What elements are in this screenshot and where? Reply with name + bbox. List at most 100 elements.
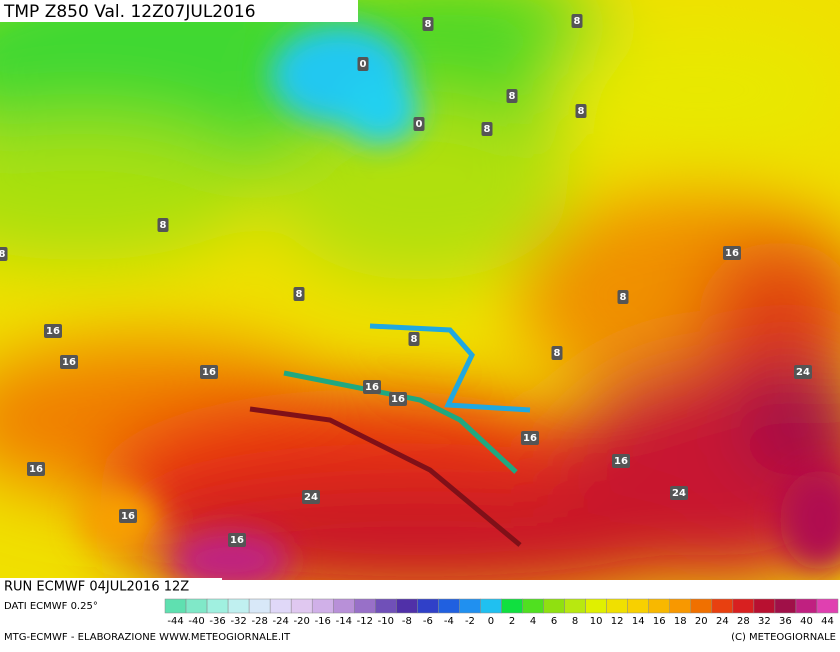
color-swatch: [333, 598, 355, 614]
color-swatch: [269, 598, 292, 614]
isoline-label: 8: [296, 289, 303, 300]
scale-label: 24: [716, 616, 729, 627]
isoline-label-box: [794, 365, 812, 379]
scale-label: -36: [209, 616, 225, 627]
isoline-label: 16: [725, 248, 739, 259]
isoline-label-box: [44, 324, 62, 338]
color-swatch: [206, 598, 229, 614]
scale-label: 40: [800, 616, 813, 627]
scale-label: 44: [821, 616, 834, 627]
isoline-label: 16: [614, 456, 628, 467]
color-swatch: [732, 598, 755, 614]
isoline-label-box: [413, 117, 425, 131]
scale-label: -2: [465, 616, 475, 627]
isoline-label-box: [521, 431, 539, 445]
isoline-label-box: [422, 17, 434, 31]
color-swatch: [543, 598, 565, 614]
scale-label: -24: [273, 616, 289, 627]
scale-label: -12: [357, 616, 373, 627]
isoline-label-box: [408, 332, 420, 346]
isoline-label-box: [575, 104, 587, 118]
color-swatch: [564, 598, 586, 614]
isoline-label-box: [481, 122, 493, 136]
isoline-label-box: [670, 486, 688, 500]
isoline-label-box: [293, 287, 305, 301]
scale-label: -40: [188, 616, 204, 627]
isoline-label: 16: [46, 326, 60, 337]
scale-label: 16: [653, 616, 666, 627]
isoline-label: 24: [796, 367, 810, 378]
color-swatch: [522, 598, 544, 614]
isoline-label: 8: [554, 348, 561, 359]
scale-label: -44: [167, 616, 183, 627]
scale-label: -14: [336, 616, 352, 627]
color-swatch: [648, 598, 670, 614]
isoline-label: 16: [391, 394, 405, 405]
isoline-label: 0: [360, 59, 367, 70]
color-swatch: [627, 598, 649, 614]
isoline-label: 8: [509, 91, 516, 102]
color-swatch: [711, 598, 734, 614]
isoline-label-box: [389, 392, 407, 406]
scale-label: -16: [315, 616, 331, 627]
isoline-label: 24: [304, 492, 318, 503]
color-swatch: [753, 598, 776, 614]
isoline-label: 8: [484, 124, 491, 135]
credit-label: MTG-ECMWF - ELABORAZIONE WWW.METEOGIORNA…: [4, 632, 291, 643]
isoline-label: 0: [416, 119, 423, 130]
color-swatch: [774, 598, 797, 614]
color-swatch: [164, 598, 187, 614]
color-swatch: [669, 598, 692, 614]
color-swatch: [795, 598, 818, 614]
color-swatch: [480, 598, 502, 614]
isoline-label-box: [357, 57, 369, 71]
scale-label: 0: [488, 616, 494, 627]
isoline-label: 16: [121, 511, 135, 522]
scale-label: 8: [572, 616, 578, 627]
isoline-label-box: [723, 246, 741, 260]
color-swatch: [375, 598, 397, 614]
isoline-label: 16: [230, 535, 244, 546]
map-title: TMP Z850 Val. 12Z07JUL2016: [3, 2, 256, 22]
isoline-label-box: [363, 380, 381, 394]
isoline-label: 16: [523, 433, 537, 444]
color-swatch: [227, 598, 250, 614]
isoline-label-box: [200, 365, 218, 379]
scale-label: 36: [779, 616, 792, 627]
isoline-label: 8: [425, 19, 432, 30]
scale-label: -32: [230, 616, 246, 627]
isoline-label-box: [506, 89, 518, 103]
isoline-label: 8: [0, 249, 6, 260]
run-label: RUN ECMWF 04JUL2016 12Z: [4, 580, 189, 595]
isoline-label-box: [612, 454, 630, 468]
scale-label: -4: [444, 616, 454, 627]
isoline-label-box: [0, 247, 8, 261]
front-line-cold: [369, 323, 531, 413]
isoline-label-box: [60, 355, 78, 369]
front-line-green: [283, 370, 518, 474]
scale-label: 10: [590, 616, 603, 627]
isoline-label: 8: [160, 220, 167, 231]
scale-label: -8: [402, 616, 412, 627]
isoline-label: 16: [62, 357, 76, 368]
scale-label: 6: [551, 616, 557, 627]
isoline-labels: 8 8 0 8 8 8 0 8 8 16 8 8 16 16 8 8 16 24 16 16 16 16 16 24 24 16 1…: [0, 14, 812, 547]
copyright-label: (C) METEOGIORNALE: [731, 632, 836, 643]
isoline-label-box: [27, 462, 45, 476]
scale-label: 2: [509, 616, 515, 627]
scale-label: 20: [695, 616, 708, 627]
color-swatch: [417, 598, 439, 614]
isoline-label-box: [617, 290, 629, 304]
color-swatch: [459, 598, 481, 614]
color-swatch: [816, 598, 839, 614]
isoline-label: 8: [578, 106, 585, 117]
isoline-label: 16: [365, 382, 379, 393]
isoline-label-box: [302, 490, 320, 504]
scale-label: -10: [378, 616, 394, 627]
color-swatch: [501, 598, 523, 614]
isoline-label-box: [228, 533, 246, 547]
scale-label: -20: [294, 616, 310, 627]
source-label: DATI ECMWF 0.25°: [4, 601, 98, 612]
isoline-label: 16: [29, 464, 43, 475]
